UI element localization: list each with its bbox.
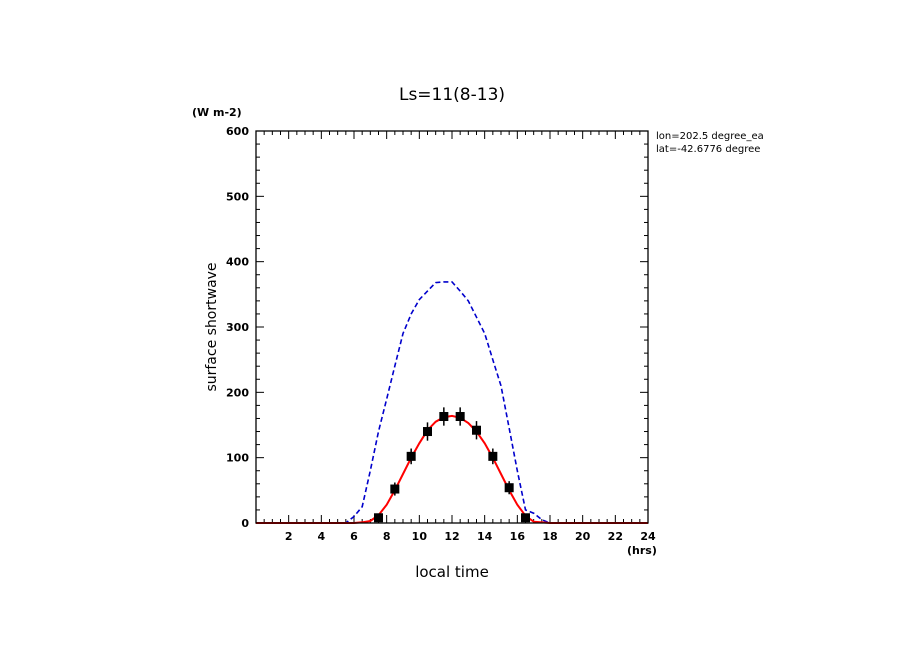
x-tick-label: 8 bbox=[383, 530, 391, 543]
chart-title: Ls=11(8-13) bbox=[399, 85, 505, 105]
x-tick-label: 14 bbox=[477, 530, 493, 543]
data-point-marker bbox=[423, 427, 432, 437]
data-point-marker bbox=[472, 425, 481, 435]
y-tick-label: 100 bbox=[226, 452, 249, 465]
y-unit-label: (W m-2) bbox=[192, 106, 242, 119]
x-tick-label: 16 bbox=[510, 530, 526, 543]
x-tick-label: 20 bbox=[575, 530, 591, 543]
x-tick-label: 24 bbox=[640, 530, 656, 543]
data-point-marker bbox=[455, 412, 465, 422]
data-point-marker bbox=[374, 513, 383, 523]
y-tick-label: 500 bbox=[226, 190, 249, 203]
data-point-marker bbox=[406, 451, 416, 461]
y-tick-label: 200 bbox=[226, 386, 249, 399]
x-axis-label: local time bbox=[415, 563, 489, 581]
series-line-dashed-blue bbox=[256, 281, 648, 524]
x-tick-label: 22 bbox=[608, 530, 623, 543]
x-tick-label: 2 bbox=[285, 530, 293, 543]
y-tick-label: 300 bbox=[226, 321, 249, 334]
y-axis-label: surface shortwave bbox=[204, 262, 220, 391]
plot-frame bbox=[255, 130, 649, 524]
data-point-marker bbox=[504, 483, 514, 493]
x-tick-label: 4 bbox=[318, 530, 326, 543]
annotation-lon: lon=202.5 degree_ea bbox=[656, 131, 764, 142]
x-tick-label: 6 bbox=[350, 530, 358, 543]
data-point-marker bbox=[439, 412, 449, 422]
annotation-lat: lat=-42.6776 degree bbox=[656, 144, 760, 155]
data-point-marker bbox=[390, 484, 400, 494]
y-tick-label: 0 bbox=[241, 517, 249, 530]
x-tick-label: 18 bbox=[542, 530, 557, 543]
x-unit-label: (hrs) bbox=[627, 544, 657, 557]
y-tick-label: 400 bbox=[226, 256, 249, 269]
data-point-marker bbox=[521, 513, 530, 523]
data-point-marker bbox=[488, 451, 498, 461]
x-tick-label: 10 bbox=[412, 530, 428, 543]
y-tick-label: 600 bbox=[226, 125, 249, 138]
x-tick-label: 12 bbox=[444, 530, 459, 543]
series-line-solid-red bbox=[256, 414, 648, 524]
